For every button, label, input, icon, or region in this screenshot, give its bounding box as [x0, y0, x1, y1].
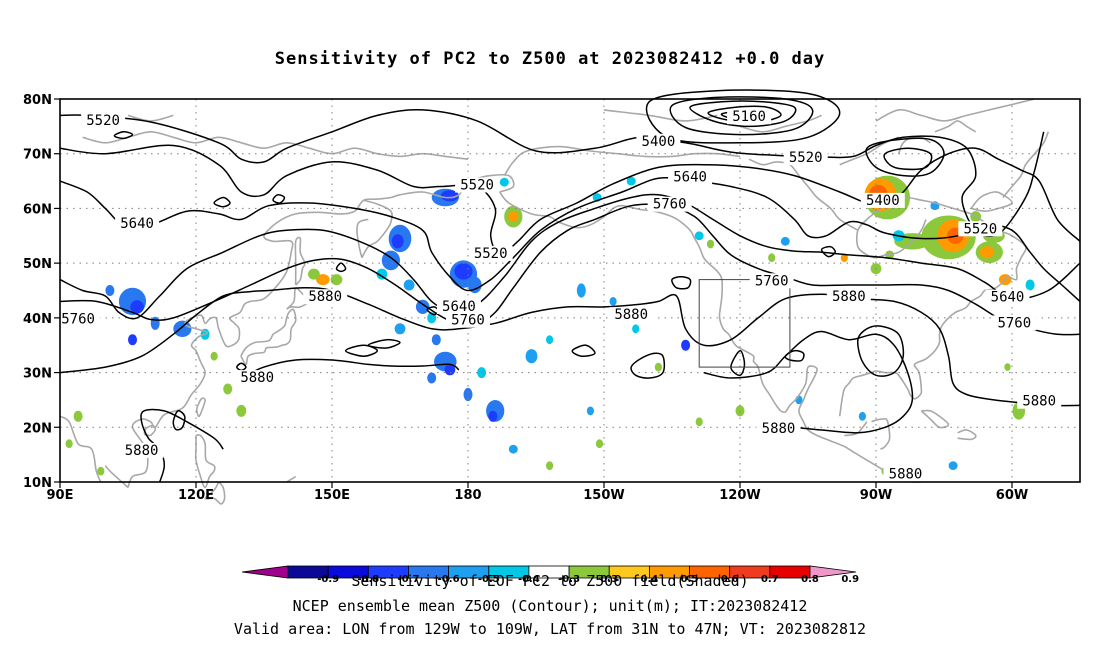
- lat-tick-label: 10N: [23, 476, 52, 491]
- contour-label-bg: [455, 177, 500, 193]
- contour-label: 5880: [1022, 394, 1056, 410]
- colorbar-label: -0.4: [517, 574, 540, 585]
- contour-label: 5880: [762, 421, 796, 437]
- contour-label: 5880: [832, 289, 866, 305]
- contour-label-bg: [756, 421, 801, 436]
- colorbar-label: -0.5: [477, 574, 500, 585]
- contour-label-bg: [468, 245, 513, 261]
- lon-tick-label: 60W: [996, 488, 1028, 503]
- contour-label: 5760: [755, 273, 789, 289]
- footer-contour-note: NCEP ensemble mean Z500 (Contour); unit(…: [292, 597, 808, 615]
- footer-shading-note: Sensitivity of EOF PC2 to Z500 field(Sha…: [351, 572, 749, 590]
- contour-label-bg: [883, 466, 928, 482]
- footer-valid-area: Valid area: LON from 129W to 109W, LAT f…: [233, 620, 867, 638]
- contour-label-bg: [727, 109, 772, 125]
- lat-tick-label: 40N: [23, 312, 52, 327]
- contour-label: 5520: [460, 178, 494, 194]
- contour-labels: 5160 5400 5400 5520 5520 5520 5520 5520 5640 5640…: [56, 109, 1062, 482]
- contour-label: 5640: [442, 299, 476, 315]
- contour-label-bg: [992, 315, 1037, 331]
- contour-label: 5400: [642, 134, 676, 150]
- valid-area-box: [698, 279, 791, 368]
- contour-label: 5880: [125, 443, 159, 459]
- colorbar-label: 0.6: [720, 574, 739, 585]
- contour-label-bg: [1017, 393, 1062, 409]
- contour-label: 5400: [866, 193, 900, 209]
- contour-label-bg: [235, 370, 280, 386]
- contour-label: 5880: [308, 289, 342, 305]
- colorbar-label: -0.8: [357, 574, 380, 585]
- contour-label-bg: [860, 192, 905, 208]
- z500-contours: [59, 89, 1081, 483]
- lat-tick-label: 70N: [23, 148, 52, 163]
- contour-label: 5760: [61, 312, 95, 328]
- contour-label: 5160: [732, 109, 766, 125]
- contour-label-bg: [985, 289, 1030, 305]
- lat-lon-grid: [60, 99, 1080, 482]
- lat-tick-label: 60N: [23, 202, 52, 217]
- contour-label: 5760: [653, 197, 687, 213]
- contour-label: 5880: [889, 466, 923, 482]
- contour-label-bg: [636, 133, 681, 149]
- colorbar-label: 0.9: [841, 574, 860, 585]
- contour-label-bg: [119, 442, 164, 458]
- contour-label-bg: [609, 307, 654, 323]
- lon-tick-label: 150E: [314, 488, 350, 503]
- colorbar-label: 0.3: [600, 574, 619, 585]
- contour-label: 5640: [120, 216, 154, 232]
- contour-label-bg: [826, 289, 871, 305]
- contour-label-bg: [958, 221, 1003, 237]
- colorbar: [241, 565, 857, 579]
- contour-label: 5880: [240, 370, 274, 386]
- colorbar-label: -0.9: [317, 574, 340, 585]
- lon-tick-label: 150W: [583, 488, 624, 503]
- lon-tick-label: 90E: [47, 488, 74, 503]
- contour-label: 5760: [451, 313, 485, 329]
- contour-label: 5880: [614, 307, 648, 323]
- map-frame: [59, 98, 1081, 483]
- map-title: Sensitivity of PC2 to Z500 at 2023082412…: [274, 49, 826, 69]
- contour-label-bg: [436, 299, 481, 314]
- colorbar-label: -0.6: [437, 574, 460, 585]
- lat-tick-label: 30N: [23, 367, 52, 382]
- lon-tick-label: 120E: [178, 488, 214, 503]
- colorbar-high-arrow: [809, 565, 857, 579]
- lat-tick-label: 20N: [23, 421, 52, 436]
- lon-tick-label: 120W: [719, 488, 760, 503]
- colorbar-label: -0.7: [397, 574, 420, 585]
- lat-tick-label: 50N: [23, 257, 52, 272]
- colorbar-label: -0.3: [558, 574, 581, 585]
- contour-label-bg: [749, 273, 794, 289]
- colorbar-label: 0.5: [680, 574, 699, 585]
- contour-label-bg: [115, 215, 160, 231]
- contour-label: 5760: [997, 315, 1031, 331]
- contour-label-bg: [647, 196, 692, 212]
- contour-label: 5640: [673, 169, 707, 185]
- contour-label-bg: [446, 312, 490, 328]
- contour-label: 5520: [789, 150, 823, 166]
- lat-tick-label: 80N: [23, 93, 52, 108]
- colorbar-label: 0.4: [640, 574, 659, 585]
- lon-tick-label: 180: [454, 488, 481, 503]
- colorbar-label: 0.7: [760, 574, 779, 585]
- contour-label-bg: [783, 150, 828, 166]
- contour-label: 5640: [991, 290, 1025, 306]
- coastlines: [59, 98, 1050, 505]
- contour-label-bg: [56, 311, 101, 327]
- contour-label-bg: [81, 113, 126, 128]
- contour-label: 5520: [474, 246, 508, 262]
- contour-label-bg: [303, 289, 348, 305]
- axis-ticks: [54, 98, 1013, 488]
- lon-tick-label: 90W: [860, 488, 892, 503]
- contour-label: 5520: [86, 113, 120, 129]
- contour-label: 5520: [963, 221, 997, 237]
- colorbar-label: 0.8: [801, 574, 819, 585]
- contour-label-bg: [668, 169, 713, 185]
